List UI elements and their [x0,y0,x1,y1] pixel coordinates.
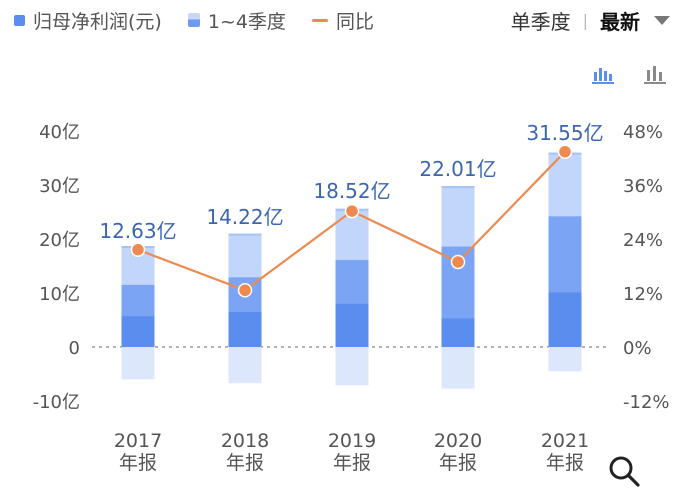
yoy-point [130,242,146,258]
annual-value-label: 12.63亿 [99,219,176,243]
bar-chart-active-icon[interactable] [590,62,616,86]
negative-bar [441,347,475,389]
controls-separator: | [582,10,588,30]
x-tick-label-suffix: 年报 [119,452,157,474]
legend-yoy-label: 同比 [335,10,374,33]
quarter-bar-q1 [121,316,155,347]
yoy-point [237,283,253,298]
chevron-down-icon[interactable] [654,15,670,25]
quarter-bar-q1 [441,318,475,347]
x-tick-label-suffix: 年报 [226,452,264,474]
x-tick-label-year: 2018 [221,430,269,452]
negative-bar [335,347,369,386]
negative-bar [228,347,262,384]
chart-legend: 归母净利润(元) 1~4季度 同比 [14,6,374,34]
annual-value-label: 31.55亿 [526,121,603,145]
yoy-point [557,144,573,159]
negative-bar [121,347,155,380]
x-tick-label-year: 2020 [434,430,482,452]
y-left-tick-label: 10亿 [39,284,80,305]
search-icon[interactable] [607,454,641,488]
yoy-point [450,254,466,270]
y-left-tick-label: 40亿 [39,122,80,143]
annual-bar-cap [441,186,475,189]
annual-value-label: 14.22亿 [206,205,283,229]
legend-quarters[interactable]: 1~4季度 [187,7,286,34]
y-right-tick-label: 0% [623,338,652,359]
latest-dropdown[interactable]: 最新 [600,9,640,34]
chart-controls: 单季度 | 最新 [511,6,670,34]
negative-bar [548,347,582,372]
x-tick-label-suffix: 年报 [546,452,584,474]
y-right-tick-label: 12% [623,284,663,305]
y-left-tick-label: 0 [69,338,80,359]
annual-value-label: 22.01亿 [419,157,496,181]
y-right-tick-label: 48% [623,122,663,143]
y-right-tick-label: 36% [623,176,663,197]
y-right-tick-label: -12% [623,392,670,413]
y-left-tick-label: 30亿 [39,176,80,197]
legend-net-profit-label: 归母净利润(元) [33,10,162,33]
x-tick-label-year: 2017 [114,430,162,452]
bar-chart-icon[interactable] [642,62,668,86]
x-tick-label-suffix: 年报 [333,452,371,474]
yoy-swatch [311,18,328,22]
x-tick-label-year: 2021 [541,430,589,452]
net-profit-swatch [14,14,25,26]
quarter-bar-q1 [548,292,582,347]
quarters-swatch [187,13,200,27]
quarter-bar-q1 [335,303,369,347]
y-left-tick-label: -10亿 [33,392,80,413]
legend-net-profit[interactable]: 归母净利润(元) [14,7,162,34]
annual-value-label: 18.52亿 [313,179,390,203]
quarter-bar-q1 [228,311,262,347]
x-tick-label-suffix: 年报 [439,452,477,474]
period-toggle[interactable]: 单季度 [510,9,571,34]
legend-yoy[interactable]: 同比 [311,7,374,34]
legend-quarters-label: 1~4季度 [207,10,286,33]
annual-bar-cap [228,233,262,236]
y-right-tick-label: 24% [623,230,663,251]
yoy-point [344,203,360,219]
y-left-tick-label: 20亿 [39,230,80,251]
x-tick-label-year: 2019 [328,430,376,452]
